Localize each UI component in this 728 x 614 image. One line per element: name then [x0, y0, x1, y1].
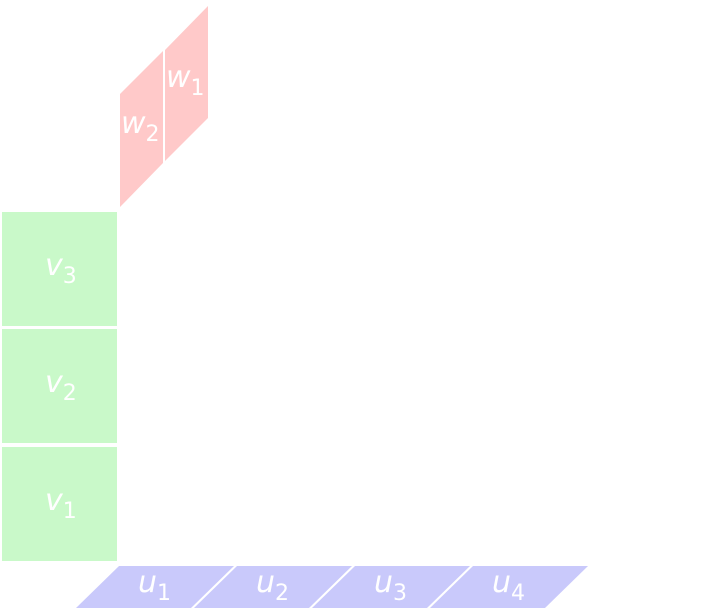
v-block-3-label: v3: [45, 248, 77, 289]
v-block-2-label: v2: [45, 365, 77, 406]
u-block-3: u3: [312, 565, 470, 608]
v-block-1-label: v1: [45, 483, 77, 524]
v-block-3: v3: [2, 212, 117, 326]
u-block-3-shape: [312, 566, 470, 608]
v-block-2: v2: [2, 329, 117, 443]
u-block-1-label: u1: [138, 565, 171, 606]
u-block-4-shape: [430, 566, 588, 608]
v-block-group: v3 v2 v1: [2, 212, 117, 561]
v-block-2-shape: [2, 329, 117, 443]
u-block-3-label: u3: [374, 565, 407, 606]
w-block-2-label: w2: [121, 106, 160, 147]
u-block-1: u1: [76, 565, 234, 608]
u-block-group: u1 u2 u3 u4: [76, 565, 588, 608]
w-block-2: w2: [120, 51, 163, 207]
w-block-1-label: w1: [166, 60, 205, 101]
w-block-1-shape: [165, 6, 208, 161]
w-block-group: w1 w2: [120, 6, 208, 207]
v-block-1: v1: [2, 447, 117, 561]
u-block-2-label: u2: [256, 565, 289, 606]
u-block-1-shape: [76, 566, 234, 608]
u-block-4-label: u4: [492, 565, 525, 606]
w-block-1: w1: [165, 6, 208, 161]
u-block-2: u2: [194, 565, 352, 608]
v-block-3-shape: [2, 212, 117, 326]
v-block-1-shape: [2, 447, 117, 561]
w-block-2-shape: [120, 51, 163, 207]
u-block-2-shape: [194, 566, 352, 608]
u-block-4: u4: [430, 565, 588, 608]
